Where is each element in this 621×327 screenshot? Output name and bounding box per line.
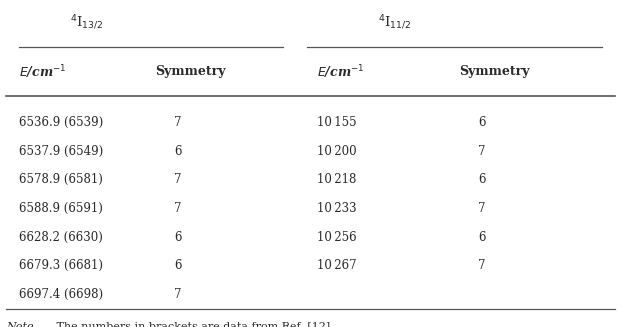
Text: Symmetry: Symmetry bbox=[460, 65, 530, 78]
Text: $^4$I$_{11/2}$: $^4$I$_{11/2}$ bbox=[378, 14, 411, 32]
Text: 6697.4 (6698): 6697.4 (6698) bbox=[19, 288, 102, 301]
Text: 10 218: 10 218 bbox=[317, 173, 356, 186]
Text: Symmetry: Symmetry bbox=[155, 65, 226, 78]
Text: 6: 6 bbox=[174, 145, 181, 158]
Text: 10 233: 10 233 bbox=[317, 202, 356, 215]
Text: 7: 7 bbox=[174, 116, 181, 129]
Text: 10 267: 10 267 bbox=[317, 259, 356, 272]
Text: $E$/cm$^{-1}$: $E$/cm$^{-1}$ bbox=[317, 63, 364, 81]
Text: The numbers in brackets are data from Ref. [12].: The numbers in brackets are data from Re… bbox=[53, 321, 333, 327]
Text: 6: 6 bbox=[478, 173, 486, 186]
Text: 6536.9 (6539): 6536.9 (6539) bbox=[19, 116, 103, 129]
Text: 10 200: 10 200 bbox=[317, 145, 356, 158]
Text: 7: 7 bbox=[174, 173, 181, 186]
Text: 7: 7 bbox=[478, 259, 486, 272]
Text: 7: 7 bbox=[174, 288, 181, 301]
Text: 6578.9 (6581): 6578.9 (6581) bbox=[19, 173, 102, 186]
Text: N​ote.: N​ote. bbox=[6, 321, 37, 327]
Text: 6628.2 (6630): 6628.2 (6630) bbox=[19, 231, 102, 244]
Text: 10 155: 10 155 bbox=[317, 116, 356, 129]
Text: 7: 7 bbox=[478, 202, 486, 215]
Text: $^4$I$_{13/2}$: $^4$I$_{13/2}$ bbox=[70, 14, 104, 32]
Text: 6537.9 (6549): 6537.9 (6549) bbox=[19, 145, 103, 158]
Text: 6: 6 bbox=[478, 231, 486, 244]
Text: 6: 6 bbox=[174, 259, 181, 272]
Text: 7: 7 bbox=[174, 202, 181, 215]
Text: 6679.3 (6681): 6679.3 (6681) bbox=[19, 259, 102, 272]
Text: 6: 6 bbox=[478, 116, 486, 129]
Text: 6588.9 (6591): 6588.9 (6591) bbox=[19, 202, 102, 215]
Text: 7: 7 bbox=[478, 145, 486, 158]
Text: 6: 6 bbox=[174, 231, 181, 244]
Text: $E$/cm$^{-1}$: $E$/cm$^{-1}$ bbox=[19, 63, 66, 81]
Text: 10 256: 10 256 bbox=[317, 231, 356, 244]
